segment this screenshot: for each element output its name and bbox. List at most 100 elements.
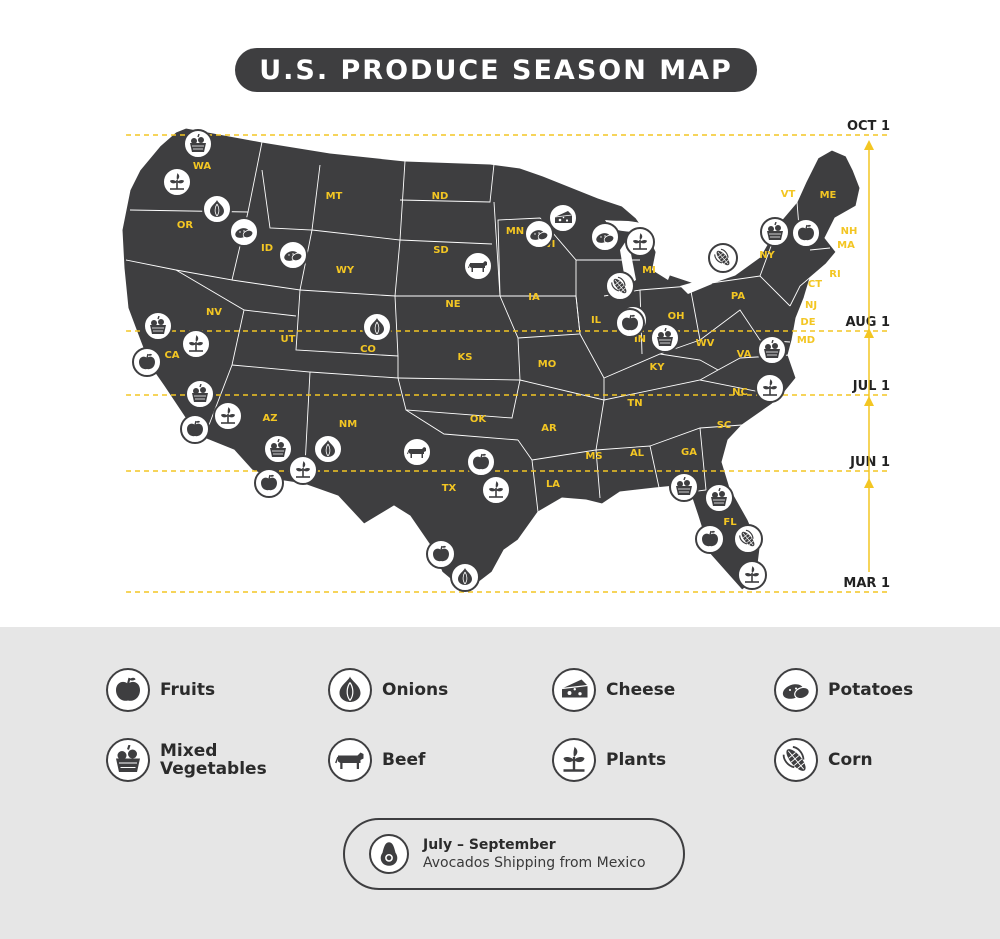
plants-icon bbox=[552, 738, 596, 782]
avocado-note: July – September Avocados Shipping from … bbox=[343, 818, 685, 890]
season-label-bg bbox=[840, 315, 892, 329]
state-label-nc: NC bbox=[732, 387, 748, 398]
legend-item-onions: Onions bbox=[328, 668, 448, 712]
state-label-sd: SD bbox=[433, 245, 449, 256]
state-label-ms: MS bbox=[585, 451, 602, 462]
map-marker-or-onions-icon bbox=[202, 194, 232, 224]
map-marker-mi-corn-icon bbox=[605, 271, 635, 301]
map-marker-id-potatoes-icon bbox=[278, 240, 308, 270]
produce-markers bbox=[132, 129, 821, 592]
page-title: U.S. PRODUCE SEASON MAP bbox=[235, 48, 757, 92]
map-marker-fl-corn-icon bbox=[733, 524, 763, 554]
state-label-pa: PA bbox=[731, 291, 745, 302]
state-label-ia: IA bbox=[528, 292, 540, 303]
season-label: JUL 1 bbox=[852, 379, 890, 394]
season-label: AUG 1 bbox=[846, 315, 890, 330]
map-marker-az-fruits-icon bbox=[254, 468, 284, 498]
cheese-icon bbox=[552, 668, 596, 712]
state-label-ga: GA bbox=[681, 447, 697, 458]
season-label-bg bbox=[840, 119, 892, 133]
map-marker-ny-corn-icon bbox=[708, 243, 738, 273]
legend-item-potatoes: Potatoes bbox=[774, 668, 913, 712]
season-label-bg bbox=[840, 576, 892, 590]
map-marker-ny-mixed-vegetables-icon bbox=[760, 217, 790, 247]
state-label-id: ID bbox=[261, 243, 273, 254]
state-label-ny: NY bbox=[759, 250, 775, 261]
state-label-ks: KS bbox=[458, 352, 473, 363]
map-marker-fl-fruits-icon bbox=[695, 524, 725, 554]
map-marker-ca-plants-icon bbox=[181, 329, 211, 359]
legend-item-mixed-vegetables: Mixed Vegetables bbox=[106, 738, 270, 782]
map-marker-oh-mixed-vegetables-icon bbox=[650, 323, 680, 353]
legend-label: Mixed Vegetables bbox=[160, 741, 267, 779]
mixed-vegetables-icon bbox=[106, 738, 150, 782]
map-marker-va-mixed-vegetables-icon bbox=[757, 335, 787, 365]
state-label-wa: WA bbox=[193, 161, 212, 172]
state-label-fl: FL bbox=[723, 517, 737, 528]
state-label-nh: NH bbox=[841, 226, 858, 237]
state-label-tx: TX bbox=[442, 483, 457, 494]
state-label-mo: MO bbox=[538, 359, 556, 370]
state-label-az: AZ bbox=[263, 413, 278, 424]
legend-item-corn: Corn bbox=[774, 738, 873, 782]
legend-panel bbox=[0, 627, 1000, 939]
map-marker-tx-beef-icon bbox=[402, 437, 432, 467]
state-label-la: LA bbox=[546, 479, 560, 490]
onions-icon bbox=[328, 668, 372, 712]
season-label-bg bbox=[840, 455, 892, 469]
map-marker-nm-onions-icon bbox=[313, 434, 343, 464]
legend-item-plants: Plants bbox=[552, 738, 666, 782]
state-label-va: VA bbox=[737, 349, 752, 360]
state-label-or: OR bbox=[177, 220, 194, 231]
arrow-head-jul bbox=[864, 396, 874, 406]
map-marker-az-plants-icon bbox=[288, 455, 318, 485]
arrow-head-jun bbox=[864, 478, 874, 488]
map-marker-me-fruits-icon bbox=[791, 218, 821, 248]
state-label-ar: AR bbox=[541, 423, 557, 434]
state-label-al: AL bbox=[630, 448, 645, 459]
state-label-mt: MT bbox=[326, 191, 343, 202]
state-label-ct: CT bbox=[808, 279, 822, 290]
season-label: OCT 1 bbox=[847, 119, 890, 134]
season-label: MAR 1 bbox=[843, 576, 890, 591]
map-marker-mi-plants-icon bbox=[625, 227, 655, 257]
state-label-oh: OH bbox=[668, 311, 685, 322]
state-label-ne: NE bbox=[445, 299, 460, 310]
map-marker-fl-plants-icon bbox=[737, 560, 767, 590]
map-marker-oh-fruits-icon bbox=[615, 308, 645, 338]
state-label-vt: VT bbox=[781, 189, 796, 200]
map-marker-tx-onions-icon bbox=[450, 562, 480, 592]
state-label-ut: UT bbox=[281, 334, 296, 345]
avocado-icon bbox=[369, 834, 409, 874]
map-marker-ca-plants-icon bbox=[213, 401, 243, 431]
map-marker-wi-potatoes-icon bbox=[590, 222, 620, 252]
state-label-ca: CA bbox=[164, 350, 179, 361]
state-label-tn: TN bbox=[627, 398, 642, 409]
legend-label: Corn bbox=[828, 750, 873, 770]
lake-erie bbox=[680, 278, 712, 294]
avocado-text: Avocados Shipping from Mexico bbox=[423, 855, 646, 871]
state-label-ma: MA bbox=[837, 240, 855, 251]
state-label-md: MD bbox=[797, 335, 815, 346]
potatoes-icon bbox=[774, 668, 818, 712]
state-label-sc: SC bbox=[717, 420, 732, 431]
state-label-nv: NV bbox=[206, 307, 222, 318]
state-label-in: IN bbox=[634, 334, 646, 345]
state-label-mn: MN bbox=[506, 226, 524, 237]
map-marker-wa-plants-icon bbox=[162, 167, 192, 197]
state-label-co: CO bbox=[360, 344, 376, 355]
map-marker-ga-mixed-vegetables-icon bbox=[669, 472, 699, 502]
state-label-ok: OK bbox=[470, 414, 488, 425]
arrow-head-oct bbox=[864, 140, 874, 150]
state-label-wv: WV bbox=[696, 338, 715, 349]
map-marker-co-onions-icon bbox=[362, 312, 392, 342]
legend-item-cheese: Cheese bbox=[552, 668, 675, 712]
state-label-nj: NJ bbox=[805, 300, 817, 311]
state-label-ri: RI bbox=[829, 269, 840, 280]
state-label-nm: NM bbox=[339, 419, 357, 430]
map-marker-or-potatoes-icon bbox=[229, 217, 259, 247]
legend-label: Plants bbox=[606, 750, 667, 770]
state-label-de: DE bbox=[800, 317, 815, 328]
